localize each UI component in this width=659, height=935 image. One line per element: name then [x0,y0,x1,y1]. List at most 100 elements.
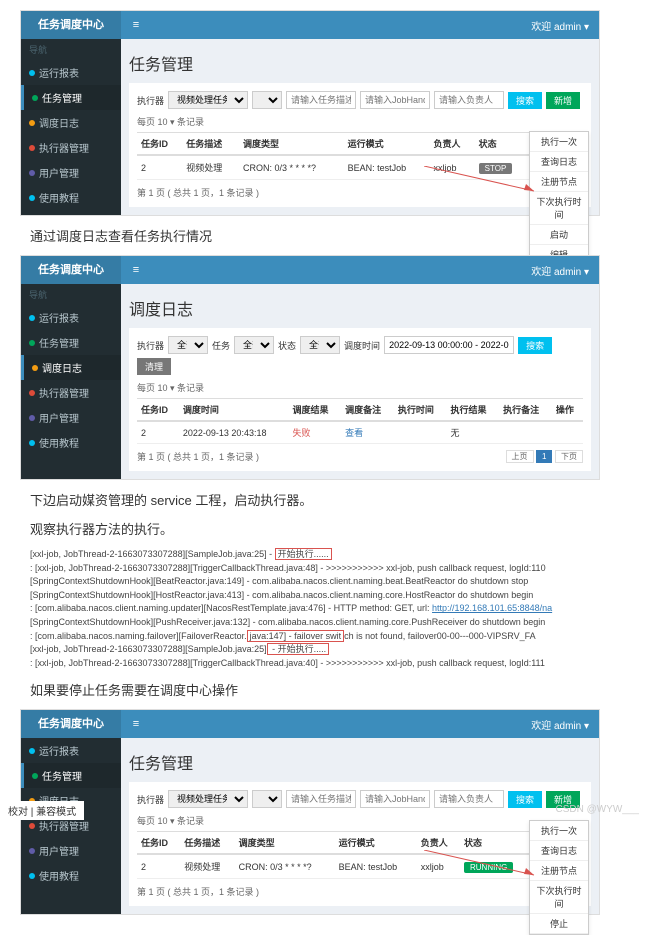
dot-icon [29,70,35,76]
page-title: 任务管理 [129,51,591,75]
filter-handler-input[interactable] [360,790,430,808]
dot-icon [29,440,35,446]
nav-dashboard[interactable]: 运行报表 [21,60,121,85]
dot-icon [29,390,35,396]
filter-executor-select[interactable]: 视频处理任务 ▾ [168,91,248,109]
main-content: 任务管理 执行器 视频处理任务 ▾ - ▾ 搜索 新增 每页 10 ▾ 条记录 … [121,39,599,215]
filter-author-input[interactable] [434,790,504,808]
nav-help[interactable]: 使用教程 [21,430,121,455]
page-summary: 第 1 页 ( 总共 1 页，1 条记录 ) [137,450,259,463]
menu-run-once[interactable]: 执行一次 [530,821,588,841]
menu-start[interactable]: 启动 [530,225,588,245]
nav-label: 使用教程 [39,435,79,450]
filter-handler-input[interactable] [360,91,430,109]
page-summary: 第 1 页 ( 总共 1 页，1 条记录 ) [137,885,259,898]
menu-view-log[interactable]: 查询日志 [530,152,588,172]
nav-user[interactable]: 用户管理 [21,405,121,430]
filter-desc-input[interactable] [286,91,356,109]
nav-label: 运行报表 [39,310,79,325]
nav-executor[interactable]: 执行器管理 [21,380,121,405]
nav-task[interactable]: 任务管理 [21,763,121,788]
nav-log[interactable]: 调度日志 [21,110,121,135]
nav-log[interactable]: 调度日志 [21,355,121,380]
cell-type: CRON: 0/3 * * * *? [239,155,344,180]
menu-stop[interactable]: 停止 [530,914,588,934]
nav-dashboard[interactable]: 运行报表 [21,305,121,330]
filter-row: 执行器 视频处理任务 ▾ - ▾ 搜索 新增 [137,790,583,808]
welcome-user[interactable]: 欢迎 admin ▾ [531,717,589,732]
search-button[interactable]: 搜索 [508,92,542,109]
pager-next[interactable]: 下页 [555,450,583,463]
filter-status-select[interactable]: 全部 [300,336,340,354]
filter-exec-label: 执行器 [137,339,164,352]
dot-icon [29,340,35,346]
search-button[interactable]: 搜索 [518,337,552,354]
log-output: [xxl-job, JobThread-2-1663073307288][Sam… [30,548,629,670]
log-url[interactable]: http://192.168.101.65:8848/na [432,603,552,613]
filter-desc-input[interactable] [286,790,356,808]
cell-mode: BEAN: testJob [344,155,430,180]
col-id: 任务ID [137,399,179,422]
screenshot-3: 任务调度中心 ≡ 欢迎 admin ▾ 运行报表 任务管理 调度日志 执行器管理… [20,709,600,915]
menu-registry[interactable]: 注册节点 [530,861,588,881]
cell-exec-remark [499,421,552,444]
nav-task[interactable]: 任务管理 [21,330,121,355]
nav-label: 用户管理 [39,165,79,180]
filter-time-label: 调度时间 [344,339,380,352]
sidebar-group-label: 导航 [21,39,121,60]
op-dropdown-menu: 执行一次 查询日志 注册节点 下次执行时间 停止 [529,820,589,935]
hamburger-icon[interactable]: ≡ [121,19,151,31]
nav-task[interactable]: 任务管理 [21,85,121,110]
new-button[interactable]: 新增 [546,92,580,109]
cell-remark[interactable]: 查看 [341,421,394,444]
filter-exec-select[interactable]: 全部 [168,336,208,354]
pager: 上页 1 下页 [506,451,583,462]
filter-executor-label: 执行器 [137,793,164,806]
pager-prev[interactable]: 上页 [506,450,534,463]
nav-dashboard[interactable]: 运行报表 [21,738,121,763]
nav-label: 执行器管理 [39,385,89,400]
nav-user[interactable]: 用户管理 [21,838,121,863]
filter-time-input[interactable] [384,336,514,354]
menu-next-time[interactable]: 下次执行时间 [530,192,588,225]
reset-button[interactable]: 清理 [137,358,171,375]
menu-view-log[interactable]: 查询日志 [530,841,588,861]
col-exec-remark: 执行备注 [499,399,552,422]
nav-help[interactable]: 使用教程 [21,185,121,210]
nav-label: 运行报表 [39,743,79,758]
menu-next-time[interactable]: 下次执行时间 [530,881,588,914]
menu-registry[interactable]: 注册节点 [530,172,588,192]
col-owner: 负责人 [417,832,460,855]
hamburger-icon[interactable]: ≡ [121,718,151,730]
col-status: 状态 [475,133,529,156]
nav-label: 用户管理 [39,410,79,425]
welcome-user[interactable]: 欢迎 admin ▾ [531,263,589,278]
cell-desc: 视频处理 [180,854,234,879]
log-line: : [xxl-job, JobThread-2-1663073307288][T… [30,658,545,668]
brand: 任务调度中心 [21,11,121,39]
cell-exec-result: 无 [446,421,499,444]
col-exec-time: 执行时间 [394,399,447,422]
log-line: ch is not found, failover00-00---000-VIP… [344,631,535,641]
hamburger-icon[interactable]: ≡ [121,264,151,276]
paragraph-2: 下边启动媒资管理的 service 工程，启动执行器。 [30,490,629,509]
welcome-user[interactable]: 欢迎 admin ▾ [531,18,589,33]
topbar: 任务调度中心 ≡ 欢迎 admin ▾ [21,710,599,738]
filter-status-select[interactable]: - ▾ [252,91,282,109]
nav-help[interactable]: 使用教程 [21,863,121,888]
search-button[interactable]: 搜索 [508,791,542,808]
content-box: 执行器 全部 任务 全部 状态 全部 调度时间 搜索 清理 每页 10 ▾ 条记… [129,328,591,471]
filter-task-select[interactable]: 全部 [234,336,274,354]
dot-icon [29,195,35,201]
pager-current[interactable]: 1 [536,450,552,463]
menu-run-once[interactable]: 执行一次 [530,132,588,152]
filter-executor-select[interactable]: 视频处理任务 ▾ [168,790,248,808]
filter-status-label: 状态 [278,339,296,352]
nav-label: 用户管理 [39,843,79,858]
status-badge: STOP [479,163,513,174]
nav-executor[interactable]: 执行器管理 [21,135,121,160]
filter-executor-label: 执行器 [137,94,164,107]
filter-status-select[interactable]: - ▾ [252,790,282,808]
nav-user[interactable]: 用户管理 [21,160,121,185]
filter-author-input[interactable] [434,91,504,109]
